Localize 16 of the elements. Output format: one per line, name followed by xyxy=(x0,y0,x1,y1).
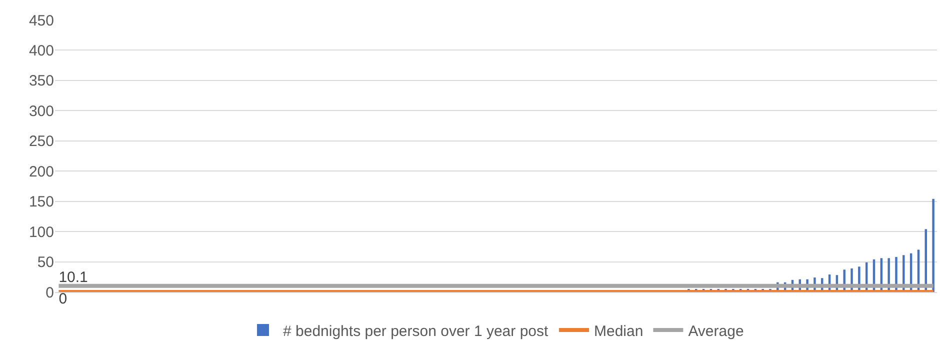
data-label: 10.1 xyxy=(58,269,88,286)
data-label: 0 xyxy=(58,290,68,308)
bar xyxy=(932,198,934,292)
legend-label: Average xyxy=(688,322,744,340)
y-tick-label: 200 xyxy=(28,163,54,180)
y-tick-label: 0 xyxy=(46,284,54,302)
y-tick-label: 150 xyxy=(28,194,54,211)
y-tick-label: 250 xyxy=(28,133,54,150)
y-tick-label: 450 xyxy=(28,12,54,30)
y-tick-label: 300 xyxy=(28,102,54,120)
y-tick-label: 100 xyxy=(28,224,54,241)
y-tick-label: 350 xyxy=(28,72,54,90)
legend-label: # bednights per person over 1 year post xyxy=(283,322,549,340)
y-tick-label: 400 xyxy=(28,42,54,60)
legend-label: Median xyxy=(594,322,644,340)
y-tick-label: 50 xyxy=(37,254,54,272)
